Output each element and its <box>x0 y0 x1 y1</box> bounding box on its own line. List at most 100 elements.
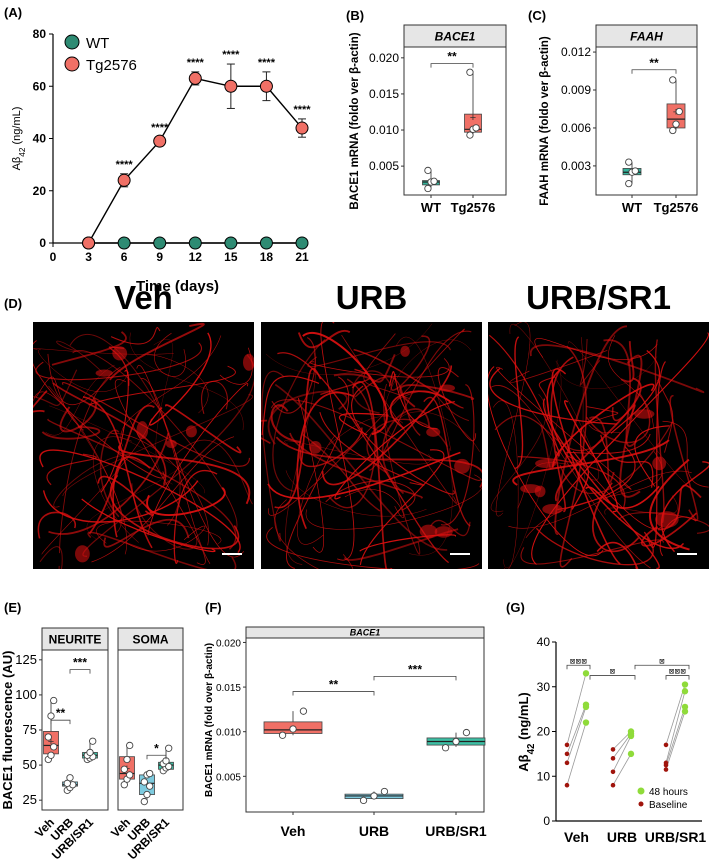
legend-label: Baseline <box>649 800 688 811</box>
x-tick-label: 18 <box>260 250 274 264</box>
data-point-wt <box>153 236 167 250</box>
neurite-fibre <box>369 331 472 471</box>
neurite-fibre <box>51 331 127 366</box>
neurite-fibre <box>363 333 410 400</box>
y-tick-label: 0.020 <box>216 638 241 649</box>
y-tick-label: 0.009 <box>561 83 591 97</box>
significance-label: ⊠ <box>610 669 616 676</box>
significance-bracket <box>566 664 591 670</box>
panel-label-c: (C) <box>528 8 546 23</box>
y-tick-label: 0.010 <box>216 728 241 739</box>
neurite-fibre <box>39 449 241 554</box>
neurite-fibre <box>59 366 121 554</box>
neurite-fibre <box>39 546 63 569</box>
cell-soma <box>426 427 441 437</box>
data-point-tg2576 <box>188 71 202 85</box>
y-tick-label: 0.020 <box>369 51 399 65</box>
neurite-fibre <box>285 352 316 565</box>
neurite-fibre <box>508 470 692 529</box>
significance-label: ** <box>447 50 457 64</box>
neurite-fibre <box>512 439 670 486</box>
facet-strip-label: BACE1 <box>435 29 476 43</box>
data-point <box>675 107 683 116</box>
cell-soma <box>136 421 149 440</box>
panel-label-e: (E) <box>4 600 21 615</box>
cell-soma <box>112 346 128 361</box>
neurite-fibre <box>48 385 122 533</box>
neurite-fibre <box>284 440 431 465</box>
neurite-fibre <box>535 527 654 566</box>
neurite-fibre <box>129 332 244 431</box>
neurite-fibre <box>603 339 638 447</box>
neurite-fibre <box>48 432 170 535</box>
pair-line <box>612 733 632 759</box>
h48-point <box>681 708 689 715</box>
cell-soma <box>243 353 254 371</box>
y-axis-title: Aβ42 (ng/mL) <box>516 692 537 771</box>
pair-line <box>566 722 587 786</box>
neurite-fibre <box>657 379 674 453</box>
data-point-tg2576 <box>82 236 96 250</box>
data-point <box>625 179 633 188</box>
facet-strip <box>403 24 507 48</box>
data-point <box>441 744 450 752</box>
cell-soma <box>439 384 455 392</box>
neurite-fibre <box>514 336 524 470</box>
neurite-fibre <box>297 329 351 349</box>
cell-soma <box>454 458 470 474</box>
neurite-fibre <box>559 345 588 568</box>
micrograph-title-veh: Veh <box>114 279 173 316</box>
neurite-fibre <box>92 436 139 543</box>
neurite-fibre <box>611 404 636 422</box>
chart-a: 0 20 40 60 80 0 3 6 9 12 15 18 21 Time (days) Aβ42 (ng… <box>11 27 311 295</box>
y-axis-title: BACE1 mRNA (foldo ver β-actin) <box>349 32 361 209</box>
neurite-fibre <box>554 325 628 535</box>
y-tick-label: 0.005 <box>369 159 399 173</box>
y-tick-label: 40 <box>537 635 551 649</box>
neurite-fibre <box>488 366 604 557</box>
neurite-fibre <box>35 342 202 381</box>
pair-line <box>665 706 686 766</box>
cell-soma <box>75 545 90 563</box>
neurite-fibre <box>112 456 151 538</box>
neurite-fibre <box>494 415 604 452</box>
legend-marker-baseline <box>638 801 644 807</box>
h48-point <box>681 703 689 711</box>
x-tick-label: 0 <box>50 250 57 264</box>
neurite-fibre <box>59 397 97 433</box>
neurite-fibre <box>321 365 453 486</box>
neurite-fibre <box>600 434 654 488</box>
x-tick-label: URB/SR1 <box>645 829 707 845</box>
baseline-point <box>564 782 570 788</box>
significance-label: ⊠⊠⊠ <box>669 669 687 676</box>
mean-marker: + <box>470 112 476 124</box>
data-point <box>47 751 55 759</box>
neurite-fibre <box>620 341 635 383</box>
neurite-fibre <box>618 511 709 534</box>
neurite-fibre <box>86 467 181 540</box>
neurite-fibre <box>610 350 660 434</box>
data-point <box>50 696 58 705</box>
significance-bracket <box>69 669 91 674</box>
micrograph-veh <box>33 322 254 569</box>
neurite-fibre <box>56 340 102 372</box>
y-tick-label: 0 <box>39 236 46 250</box>
neurite-fibre <box>286 376 350 569</box>
y-tick-label: 50 <box>23 757 37 772</box>
neurite-fibre <box>154 332 186 377</box>
y-tick-label: 75 <box>23 722 37 737</box>
data-point-wt <box>224 236 238 250</box>
significance-bracket <box>292 691 375 696</box>
data-point <box>47 712 55 720</box>
h48-point <box>681 688 689 695</box>
x-tick-label: URB/SR1 <box>425 823 487 839</box>
data-point <box>143 790 151 799</box>
cell-soma <box>434 526 453 538</box>
significance-label: * <box>154 741 159 755</box>
neurite-fibre <box>440 384 475 526</box>
legend-marker <box>64 56 80 72</box>
pair-line <box>612 753 632 786</box>
neurite-fibre <box>320 322 355 561</box>
